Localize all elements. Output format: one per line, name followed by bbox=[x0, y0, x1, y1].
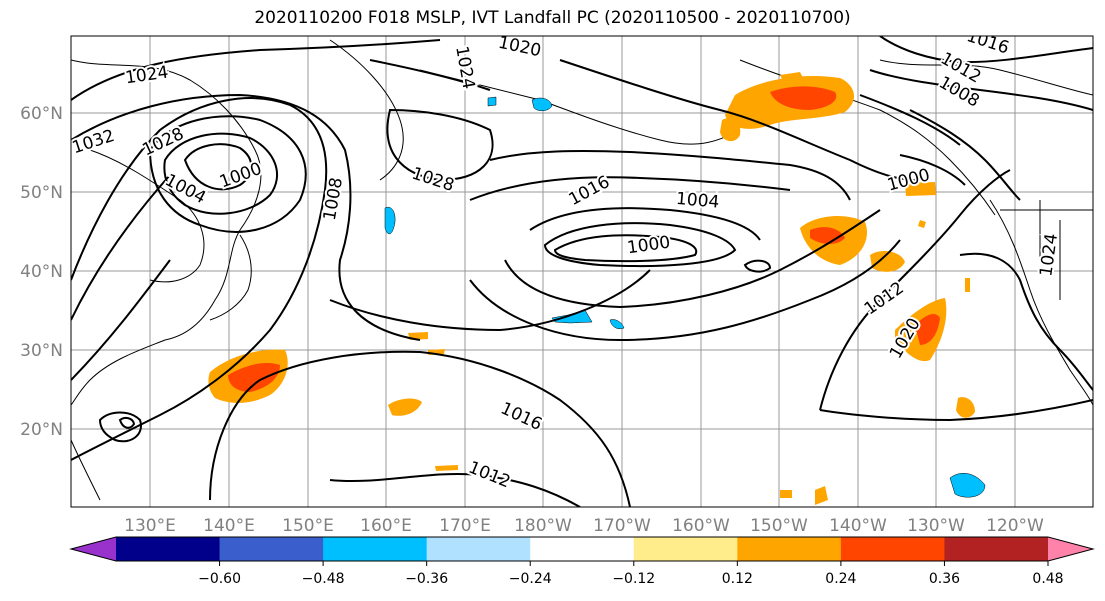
lon-label: 180°W bbox=[514, 516, 572, 536]
colorbar-segment bbox=[323, 537, 428, 561]
latitude-labels: 60°N 50°N 40°N 30°N 20°N bbox=[20, 104, 63, 440]
colorbar-tick-label: −0.48 bbox=[302, 571, 345, 587]
colorbar-extend-high bbox=[1048, 537, 1093, 561]
lon-label: 150°W bbox=[750, 516, 808, 536]
isobars bbox=[71, 36, 1093, 507]
colorbar-segment bbox=[633, 537, 738, 561]
map-title: 2020110200 F018 MSLP, IVT Landfall PC (2… bbox=[254, 8, 851, 28]
lon-label: 170°E bbox=[439, 516, 491, 536]
isobar-label: 1004 bbox=[675, 189, 720, 213]
colorbar-segment bbox=[116, 537, 221, 561]
lat-label: 60°N bbox=[20, 104, 63, 124]
ivt-positive-anomalies bbox=[208, 72, 975, 505]
colorbar-outline bbox=[69, 536, 1095, 562]
lon-label: 130°W bbox=[907, 516, 965, 536]
colorbar-segment bbox=[530, 537, 635, 561]
colorbar-tick-label: −0.36 bbox=[405, 571, 448, 587]
lat-label: 30°N bbox=[20, 341, 63, 361]
colorbar-tick-label: 0.12 bbox=[722, 571, 753, 587]
lon-label: 150°E bbox=[282, 516, 334, 536]
colorbar-tick-label: −0.60 bbox=[198, 571, 241, 587]
lat-label: 50°N bbox=[20, 183, 63, 203]
lat-label: 40°N bbox=[20, 262, 63, 282]
colorbar-tick-label: −0.12 bbox=[612, 571, 655, 587]
ivt-negative-anomalies bbox=[384, 96, 986, 498]
colorbar-segment bbox=[219, 537, 324, 561]
lon-label: 120°W bbox=[986, 516, 1044, 536]
isobar-label: 1024 bbox=[124, 63, 170, 89]
colorbar-segment bbox=[840, 537, 945, 561]
lon-label: 160°E bbox=[360, 516, 412, 536]
lon-label: 140°W bbox=[829, 516, 887, 536]
colorbar-tick-label: 0.24 bbox=[825, 571, 856, 587]
colorbar-tick-label: 0.48 bbox=[1032, 571, 1063, 587]
map-frame bbox=[70, 35, 1094, 508]
colorbar: −0.60 −0.48 −0.36 −0.24 −0.12 0.12 0.24 0.36 0.4… bbox=[69, 536, 1095, 587]
colorbar-segment bbox=[426, 537, 531, 561]
colorbar-tick-label: −0.24 bbox=[509, 571, 552, 587]
graticule bbox=[71, 36, 1093, 507]
colorbar-segment bbox=[737, 537, 842, 561]
lat-label: 20°N bbox=[20, 420, 63, 440]
colorbar-segment bbox=[944, 537, 1049, 561]
lon-label: 160°W bbox=[672, 516, 730, 536]
lon-label: 170°W bbox=[593, 516, 651, 536]
colorbar-extend-low bbox=[71, 537, 116, 561]
lon-label: 140°E bbox=[203, 516, 255, 536]
colorbar-tick-label: 0.36 bbox=[929, 571, 960, 587]
lon-label: 130°E bbox=[124, 516, 176, 536]
longitude-labels: 130°E 140°E 150°E 160°E 170°E 180°W 170°… bbox=[124, 516, 1044, 536]
